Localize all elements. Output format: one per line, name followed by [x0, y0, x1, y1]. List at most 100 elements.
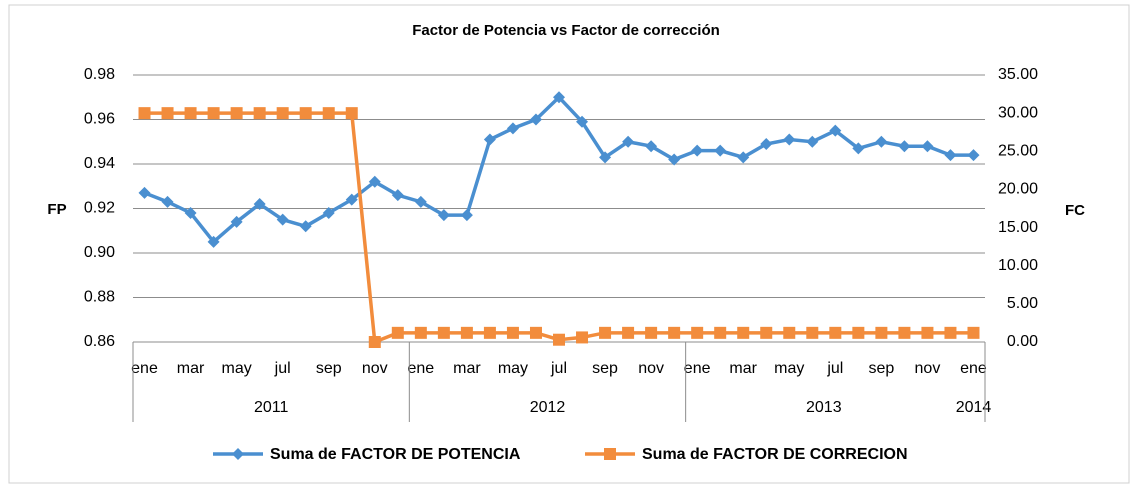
point — [898, 140, 911, 153]
point — [345, 193, 358, 206]
point — [253, 107, 266, 120]
year-label: 2012 — [530, 399, 566, 416]
legend-label: Suma de FACTOR DE CORRECION — [642, 446, 908, 463]
point — [299, 107, 312, 120]
point — [276, 213, 289, 226]
x-tick-label: sep — [592, 360, 618, 377]
point — [138, 186, 151, 199]
x-tick-label: nov — [638, 360, 664, 377]
point — [875, 135, 888, 148]
point — [322, 107, 335, 120]
point — [207, 107, 220, 120]
point — [806, 326, 819, 339]
y2-tick-label: 35.00 — [998, 66, 1038, 83]
y-tick-label: 0.90 — [84, 244, 115, 261]
point — [760, 326, 773, 339]
point — [645, 326, 658, 339]
point — [944, 326, 957, 339]
y-axis-label: FP — [47, 201, 66, 218]
y-tick-label: 0.88 — [84, 289, 115, 306]
legend-label: Suma de FACTOR DE POTENCIA — [270, 446, 521, 463]
point — [599, 326, 612, 339]
x-tick-label: jul — [274, 360, 291, 377]
point — [576, 115, 589, 128]
point — [829, 326, 842, 339]
point — [622, 135, 635, 148]
point — [437, 209, 450, 222]
legend-marker — [604, 448, 616, 460]
point — [483, 326, 496, 339]
point — [668, 153, 681, 166]
chart-title: Factor de Potencia vs Factor de correcci… — [412, 22, 720, 39]
point — [483, 133, 496, 146]
y2-tick-label: 25.00 — [998, 143, 1038, 160]
point — [506, 326, 519, 339]
point — [437, 326, 450, 339]
x-tick-label: may — [774, 360, 804, 377]
point — [691, 326, 704, 339]
point — [184, 206, 197, 219]
x-tick-label: mar — [177, 360, 205, 377]
y2-tick-label: 5.00 — [1007, 295, 1038, 312]
y-tick-label: 0.94 — [84, 155, 115, 172]
point — [161, 195, 174, 208]
point — [737, 326, 750, 339]
point — [576, 331, 589, 344]
point — [253, 198, 266, 211]
point — [806, 135, 819, 148]
point — [852, 326, 865, 339]
point — [967, 149, 980, 162]
y2-tick-label: 0.00 — [1007, 333, 1038, 350]
y2-tick-label: 20.00 — [998, 181, 1038, 198]
x-tick-label: ene — [684, 360, 711, 377]
point — [668, 326, 681, 339]
point — [460, 326, 473, 339]
point — [460, 209, 473, 222]
point — [368, 336, 381, 348]
point — [184, 107, 197, 120]
x-tick-label: sep — [316, 360, 342, 377]
point — [714, 326, 727, 339]
y-tick-label: 0.96 — [84, 111, 115, 128]
y-tick-label: 0.92 — [84, 200, 115, 217]
point — [276, 107, 289, 120]
point — [737, 151, 750, 164]
point — [599, 151, 612, 164]
x-tick-label: nov — [362, 360, 388, 377]
point — [875, 326, 888, 339]
point — [529, 113, 542, 126]
x-tick-label: ene — [960, 360, 987, 377]
point — [391, 326, 404, 339]
point — [230, 215, 243, 228]
y2-tick-label: 30.00 — [998, 104, 1038, 121]
point — [299, 220, 312, 233]
x-tick-label: sep — [868, 360, 894, 377]
point — [345, 107, 358, 120]
y-tick-label: 0.86 — [84, 333, 115, 350]
x-tick-label: mar — [729, 360, 757, 377]
chart-frame — [8, 4, 1130, 484]
point — [529, 326, 542, 339]
point — [852, 142, 865, 155]
x-tick-label: may — [222, 360, 252, 377]
y2-axis-label: FC — [1065, 202, 1085, 219]
year-label: 2014 — [956, 399, 992, 416]
point — [898, 326, 911, 339]
point — [506, 122, 519, 135]
point — [414, 326, 427, 339]
point — [645, 140, 658, 153]
point — [414, 195, 427, 208]
point — [553, 333, 565, 346]
x-tick-label: jul — [826, 360, 843, 377]
point — [207, 235, 220, 248]
point — [760, 137, 773, 150]
point — [161, 107, 174, 120]
point — [138, 107, 151, 120]
legend-marker — [232, 448, 244, 460]
point — [783, 326, 796, 339]
point — [714, 144, 727, 157]
point — [230, 107, 243, 120]
point — [622, 326, 635, 339]
point — [967, 326, 980, 339]
